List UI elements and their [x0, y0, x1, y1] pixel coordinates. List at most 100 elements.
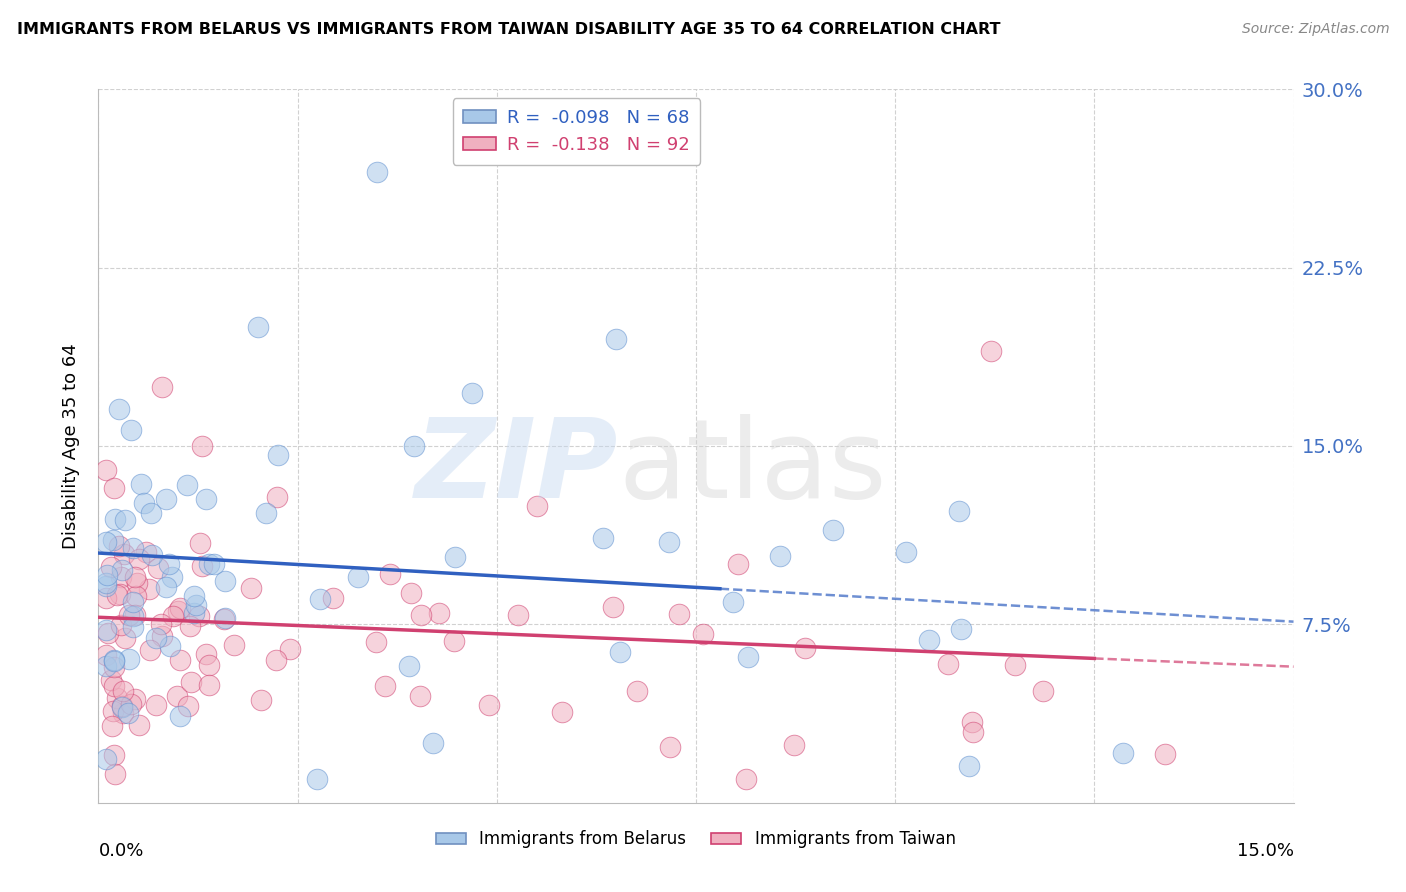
- Point: [141, 548, 163, 562]
- Point: [347, 570, 370, 584]
- Point: [103, 660, 125, 674]
- Point: [107, 690, 129, 705]
- Point: [246, 320, 269, 334]
- Text: IMMIGRANTS FROM BELARUS VS IMMIGRANTS FROM TAIWAN DISABILITY AGE 35 TO 64 CORREL: IMMIGRANTS FROM BELARUS VS IMMIGRANTS FR…: [17, 22, 1001, 37]
- Point: [723, 595, 745, 609]
- Point: [195, 492, 218, 507]
- Point: [103, 533, 125, 547]
- Point: [443, 634, 465, 648]
- Point: [399, 586, 422, 600]
- Point: [112, 547, 135, 561]
- Point: [150, 629, 173, 643]
- Point: [96, 648, 118, 663]
- Point: [155, 491, 177, 506]
- Point: [191, 439, 214, 453]
- Point: [1112, 746, 1135, 760]
- Point: [202, 558, 225, 572]
- Point: [402, 440, 425, 454]
- Point: [111, 706, 134, 721]
- Point: [96, 579, 118, 593]
- Point: [936, 657, 959, 671]
- Point: [96, 623, 118, 637]
- Point: [111, 683, 134, 698]
- Point: [366, 634, 388, 648]
- Point: [374, 679, 396, 693]
- Point: [692, 626, 714, 640]
- Point: [214, 611, 236, 625]
- Point: [177, 699, 200, 714]
- Point: [169, 601, 191, 615]
- Point: [146, 561, 169, 575]
- Point: [409, 689, 432, 703]
- Point: [626, 684, 648, 698]
- Point: [108, 539, 131, 553]
- Point: [103, 654, 125, 668]
- Point: [254, 506, 277, 520]
- Point: [222, 638, 245, 652]
- Point: [162, 570, 184, 584]
- Point: [169, 653, 191, 667]
- Point: [668, 607, 690, 621]
- Point: [188, 536, 211, 550]
- Point: [103, 748, 125, 763]
- Point: [103, 512, 125, 526]
- Point: [794, 640, 817, 655]
- Point: [117, 706, 139, 720]
- Point: [980, 343, 1002, 358]
- Point: [169, 709, 191, 723]
- Point: [506, 608, 529, 623]
- Point: [138, 582, 160, 596]
- Point: [176, 478, 198, 492]
- Point: [609, 645, 631, 659]
- Point: [134, 496, 156, 510]
- Point: [191, 559, 214, 574]
- Point: [266, 490, 288, 504]
- Point: [727, 557, 749, 571]
- Point: [97, 626, 120, 640]
- Point: [124, 570, 146, 584]
- Legend: Immigrants from Belarus, Immigrants from Taiwan: Immigrants from Belarus, Immigrants from…: [429, 824, 963, 855]
- Point: [461, 386, 484, 401]
- Point: [188, 609, 211, 624]
- Point: [240, 581, 263, 595]
- Point: [96, 463, 118, 477]
- Point: [131, 477, 153, 491]
- Point: [103, 652, 125, 666]
- Point: [110, 570, 132, 584]
- Point: [111, 699, 134, 714]
- Point: [894, 545, 917, 559]
- Text: Source: ZipAtlas.com: Source: ZipAtlas.com: [1241, 22, 1389, 37]
- Point: [159, 639, 181, 653]
- Point: [737, 649, 759, 664]
- Point: [114, 632, 136, 646]
- Point: [121, 541, 143, 555]
- Point: [422, 736, 444, 750]
- Point: [100, 673, 122, 688]
- Point: [214, 574, 236, 589]
- Point: [195, 647, 218, 661]
- Point: [957, 759, 980, 773]
- Point: [96, 535, 118, 549]
- Point: [918, 632, 941, 647]
- Point: [103, 766, 125, 780]
- Point: [180, 674, 202, 689]
- Point: [658, 740, 681, 755]
- Point: [166, 689, 188, 703]
- Point: [179, 619, 201, 633]
- Point: [96, 591, 118, 605]
- Point: [250, 693, 273, 707]
- Point: [121, 608, 143, 623]
- Point: [145, 698, 167, 713]
- Text: ZIP: ZIP: [415, 414, 619, 521]
- Point: [111, 699, 134, 714]
- Point: [264, 653, 287, 667]
- Point: [118, 607, 141, 622]
- Point: [198, 557, 221, 571]
- Point: [592, 531, 614, 545]
- Text: 0.0%: 0.0%: [98, 842, 143, 860]
- Point: [443, 549, 465, 564]
- Point: [322, 591, 344, 605]
- Point: [118, 652, 141, 666]
- Point: [100, 719, 122, 733]
- Point: [96, 568, 118, 582]
